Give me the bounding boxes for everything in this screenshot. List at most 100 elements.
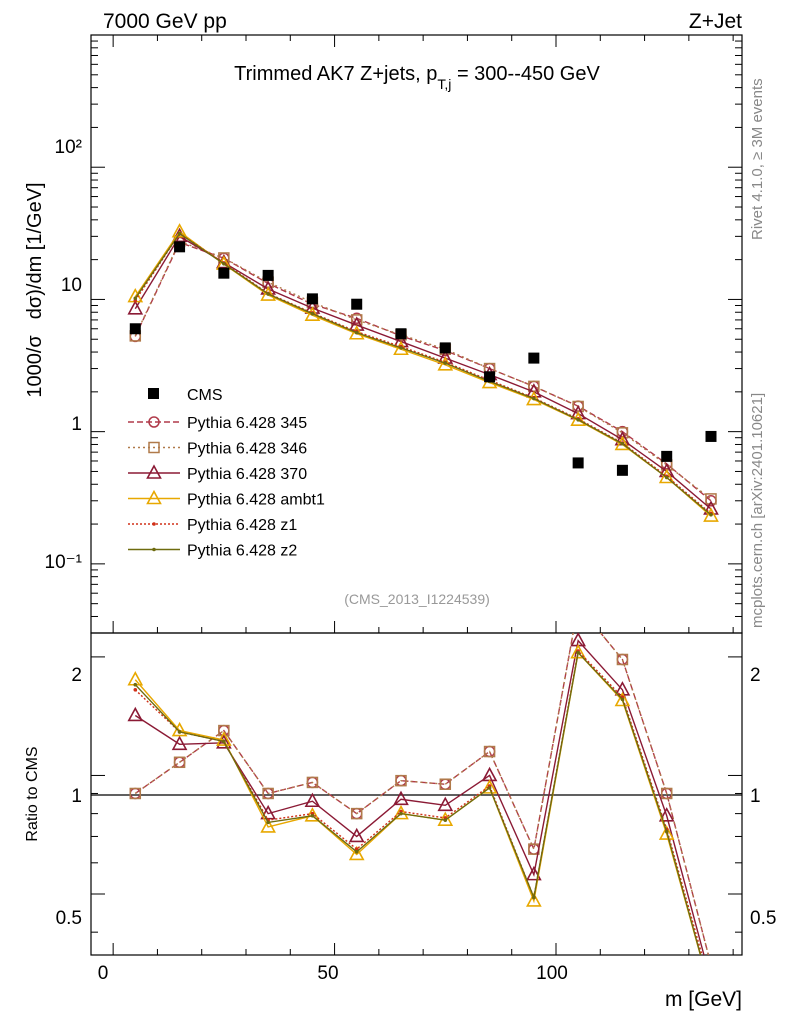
ratio-point-pythia-6-428-370 xyxy=(393,790,409,806)
legend-marker-pythia-6-428-345 xyxy=(148,416,160,428)
series-point-pythia-6-428-346 xyxy=(705,493,717,505)
ratio-series-layer xyxy=(127,601,718,986)
header-left: 7000 GeV pp xyxy=(103,10,227,33)
ratio-point-pythia-6-428-z2 xyxy=(222,739,226,744)
legend-marker-cms xyxy=(148,388,159,399)
ratio-point-pythia-6-428-z2 xyxy=(310,813,315,818)
ratio-axis-label: Ratio to CMS xyxy=(24,746,41,841)
ratio-point-pythia-6-428-346 xyxy=(660,787,673,800)
ratio-point-pythia-6-428-z2 xyxy=(177,730,182,734)
legend-series-entries: Pythia 6.428 345 Pythia 6.428 346 Pythia 6… xyxy=(128,415,325,560)
ratio-point-pythia-6-428-370 xyxy=(705,974,718,986)
ratio-line-pythia-6-428-370 xyxy=(134,639,705,955)
series-point-pythia-6-428-z2 xyxy=(222,261,226,266)
series-point-pythia-6-428-z2 xyxy=(664,475,669,480)
ratio-point-pythia-6-428-370 xyxy=(437,796,454,812)
series-point-pythia-6-428-z2 xyxy=(620,441,625,446)
series-point-pythia-6-428-z2 xyxy=(709,513,713,517)
series-point-pythia-6-428-z2 xyxy=(399,346,403,350)
ratio-point-pythia-6-428-z1 xyxy=(354,847,359,851)
series-line-pythia-6-428-z2 xyxy=(134,232,712,516)
legend-entry-pythia-6-428-346: Pythia 6.428 346 xyxy=(128,441,307,458)
legend-label-pythia-6-428-z2: Pythia 6.428 z2 xyxy=(187,543,297,560)
series-point-pythia-6-428-z2 xyxy=(266,292,270,296)
ratio-point-pythia-6-428-ambt1 xyxy=(614,691,631,707)
ratio-point-pythia-6-428-z2 xyxy=(487,786,492,790)
series-line-pythia-6-428-346 xyxy=(134,240,712,500)
cms-data-point xyxy=(174,241,186,253)
cms-data-point xyxy=(306,293,318,305)
ratio-point-pythia-6-428-ambt1 xyxy=(570,644,586,659)
ratio-point-pythia-6-428-370 xyxy=(127,706,144,722)
side-label-mcplots: mcplots.cern.ch [arXiv:2401.10621] xyxy=(749,393,766,628)
legend-entry-pythia-6-428-345: Pythia 6.428 345 xyxy=(128,415,307,432)
legend-marker-pythia-6-428-370 xyxy=(146,464,162,479)
series-point-pythia-6-428-z2 xyxy=(354,330,359,335)
ratio-point-pythia-6-428-346 xyxy=(706,960,716,970)
ratio-point-pythia-6-428-370 xyxy=(526,865,542,881)
series-point-pythia-6-428-z2 xyxy=(443,361,448,365)
cms-data-point xyxy=(262,269,274,281)
y-tick-label-100: 10² xyxy=(55,137,82,158)
legend-entry-pythia-6-428-z2: Pythia 6.428 z2 xyxy=(128,543,297,560)
ratio-point-pythia-6-428-346 xyxy=(573,601,583,611)
ratio-point-pythia-6-428-346 xyxy=(616,653,629,666)
ratio-point-pythia-6-428-z2 xyxy=(620,697,625,702)
y-tick-label-0.1: 10⁻¹ xyxy=(45,552,83,573)
ratio-point-pythia-6-428-z2 xyxy=(532,895,536,900)
header-right: Z+Jet xyxy=(689,10,742,33)
series-point-pythia-6-428-ambt1 xyxy=(614,435,631,451)
ratio-tick-label-2-right: 2 xyxy=(750,665,761,686)
analysis-watermark: (CMS_2013_I1224539) xyxy=(344,591,490,607)
legend-marker-pythia-6-428-z1 xyxy=(152,522,156,526)
chart-title: Trimmed AK7 Z+jets, pT,j = 300--450 GeV xyxy=(234,63,600,92)
series-point-pythia-6-428-ambt1 xyxy=(658,468,675,484)
legend-entry-pythia-6-428-370: Pythia 6.428 370 xyxy=(128,464,307,483)
series-point-pythia-6-428-ambt1 xyxy=(703,507,719,522)
ratio-point-pythia-6-428-346 xyxy=(129,787,142,800)
legend-entry-pythia-6-428-ambt1: Pythia 6.428 ambt1 xyxy=(128,489,325,509)
series-point-pythia-6-428-z2 xyxy=(177,231,182,236)
legend-marker-pythia-6-428-ambt1 xyxy=(146,489,162,505)
legend-label-pythia-6-428-ambt1: Pythia 6.428 ambt1 xyxy=(187,492,325,509)
legend-entry-cms: CMS xyxy=(148,387,223,404)
ratio-point-pythia-6-428-z2 xyxy=(133,682,138,687)
series-line-pythia-6-428-z1 xyxy=(134,232,712,515)
series-point-pythia-6-428-ambt1 xyxy=(393,340,409,356)
ratio-point-pythia-6-428-z2 xyxy=(664,829,669,834)
cms-data-point xyxy=(439,342,451,354)
x-tick-label-100: 100 xyxy=(536,963,568,984)
cms-data-point xyxy=(484,371,496,383)
ratio-line-pythia-6-428-z2 xyxy=(134,651,702,955)
ratio-point-pythia-6-428-346 xyxy=(306,776,319,789)
ratio-point-pythia-6-428-346 xyxy=(395,774,407,787)
series-line-pythia-6-428-370 xyxy=(134,235,712,510)
legend-label-pythia-6-428-345: Pythia 6.428 345 xyxy=(187,415,307,432)
series-point-pythia-6-428-ambt1 xyxy=(260,286,276,301)
ratio-point-pythia-6-428-346 xyxy=(262,787,274,800)
ratio-point-pythia-6-428-ambt1 xyxy=(260,818,276,833)
main-series-layer xyxy=(127,223,719,522)
ratio-point-pythia-6-428-ambt1 xyxy=(481,779,498,794)
series-point-pythia-6-428-z2 xyxy=(532,396,536,401)
x-axis-label: m [GeV] xyxy=(665,988,742,1011)
legend-marker-pythia-6-428-z2 xyxy=(152,547,156,552)
series-point-pythia-6-428-ambt1 xyxy=(171,223,188,238)
ratio-point-pythia-6-428-370 xyxy=(216,734,232,749)
series-point-pythia-6-428-ambt1 xyxy=(526,390,542,406)
legend-entry-pythia-6-428-z1: Pythia 6.428 z1 xyxy=(128,517,297,534)
ratio-line-pythia-6-428-345 xyxy=(134,633,710,955)
ratio-point-pythia-6-428-ambt1 xyxy=(348,845,365,861)
ratio-point-pythia-6-428-370 xyxy=(658,807,675,822)
ratio-point-pythia-6-428-z2 xyxy=(399,811,403,816)
ratio-point-pythia-6-428-370 xyxy=(304,792,321,808)
ratio-tick-label-1: 1 xyxy=(71,786,82,807)
ratio-point-pythia-6-428-ambt1 xyxy=(658,825,675,840)
legend-label-pythia-6-428-370: Pythia 6.428 370 xyxy=(187,466,307,483)
y-tick-label-1: 1 xyxy=(71,414,82,435)
ratio-point-pythia-6-428-346 xyxy=(439,778,452,790)
ratio-point-pythia-6-428-ambt1 xyxy=(304,807,321,822)
series-point-pythia-6-428-ambt1 xyxy=(570,411,586,427)
